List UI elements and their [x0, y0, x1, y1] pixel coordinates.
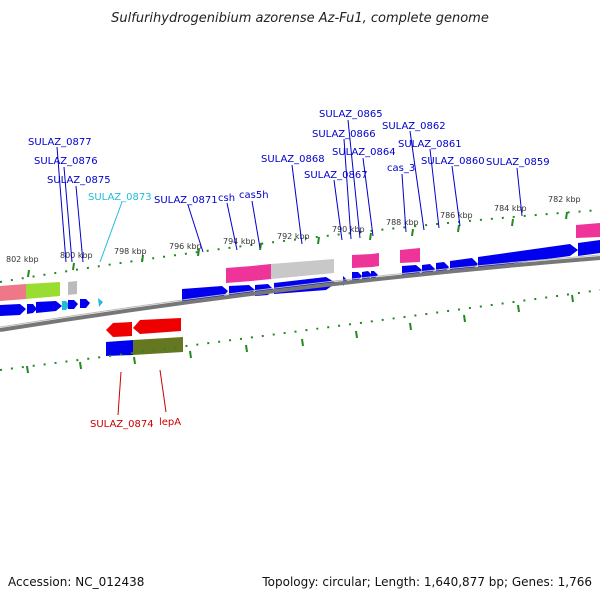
gene-label: SULAZ_0876	[34, 156, 98, 167]
gene-arrow	[80, 299, 90, 308]
gene-label: SULAZ_0865	[319, 109, 383, 120]
tick-label: 786 kbp	[440, 211, 473, 220]
accession-text: Accession: NC_012438	[8, 575, 144, 589]
gene-arrow	[36, 301, 62, 313]
gene-label: SULAZ_0867	[304, 170, 368, 181]
reverse-features	[106, 318, 183, 356]
gene-feature	[400, 248, 420, 263]
bottom-leader-lines	[117, 369, 167, 416]
gene-arrow	[133, 318, 181, 334]
gene-feature	[271, 259, 334, 279]
gene-feature	[372, 253, 379, 267]
gene-label: SULAZ_0873	[88, 192, 152, 203]
gene-feature	[26, 282, 60, 299]
gene-feature	[352, 254, 372, 268]
gene-feature	[106, 340, 133, 356]
gene-label: csh	[218, 193, 235, 204]
outer-features	[0, 223, 600, 301]
gene-label: SULAZ_0864	[332, 147, 396, 158]
gene-label: SULAZ_0861	[398, 139, 462, 150]
gene-label: SULAZ_0871	[154, 195, 218, 206]
tick-label: 802 kbp	[6, 255, 39, 264]
tick-label: 800 kbp	[60, 251, 93, 260]
gene-label: SULAZ_0860	[421, 156, 485, 167]
top-leader-lines	[56, 119, 523, 263]
gene-arrow	[0, 304, 26, 316]
tick-label: 792 kbp	[277, 232, 310, 241]
gene-feature	[576, 223, 600, 238]
inner-tick-ring	[0, 289, 600, 374]
gene-arrow	[362, 271, 372, 281]
tick-label: 790 kbp	[332, 225, 365, 234]
outer-tick-ring	[0, 209, 600, 283]
gene-feature	[252, 264, 271, 281]
gene-label: cas_3	[387, 163, 415, 174]
gene-arrow	[578, 240, 600, 256]
gene-label: SULAZ_0866	[312, 129, 376, 140]
gene-feature	[68, 281, 77, 295]
gene-feature	[226, 266, 252, 283]
gene-label: SULAZ_0877	[28, 137, 92, 148]
gene-arrow	[27, 304, 37, 314]
tick-label: 794 kbp	[223, 237, 256, 246]
gene-feature	[0, 284, 26, 301]
top-gene-labels: SULAZ_0877 SULAZ_0876 SULAZ_0875 SULAZ_0…	[28, 109, 550, 206]
tick-label: 788 kbp	[386, 218, 419, 227]
gene-arrow	[98, 298, 103, 307]
tick-label: 782 kbp	[548, 195, 581, 204]
gene-arrow	[68, 300, 78, 309]
gene-label: SULAZ_0862	[382, 121, 446, 132]
tick-label: 784 kbp	[494, 204, 527, 213]
tick-label: 796 kbp	[169, 242, 202, 251]
gene-label: lepA	[159, 417, 181, 428]
gene-arrow	[478, 244, 578, 268]
gene-arrow	[106, 322, 132, 337]
gene-label: SULAZ_0859	[486, 157, 550, 168]
genome-backbone	[0, 256, 600, 332]
genome-summary-text: Topology: circular; Length: 1,640,877 bp…	[261, 575, 592, 589]
gene-label: SULAZ_0868	[261, 154, 325, 165]
gene-feature	[133, 337, 183, 355]
map-title: Sulfurihydrogenibium azorense Az-Fu1, co…	[111, 11, 489, 26]
gene-label: SULAZ_0875	[47, 175, 111, 186]
gene-label: cas5h	[239, 190, 269, 201]
gene-arrow	[352, 272, 362, 282]
tick-label: 798 kbp	[114, 247, 147, 256]
tick-labels: 802 kbp 800 kbp 798 kbp 796 kbp 794 kbp …	[6, 195, 581, 264]
gene-label: SULAZ_0874	[90, 419, 154, 430]
